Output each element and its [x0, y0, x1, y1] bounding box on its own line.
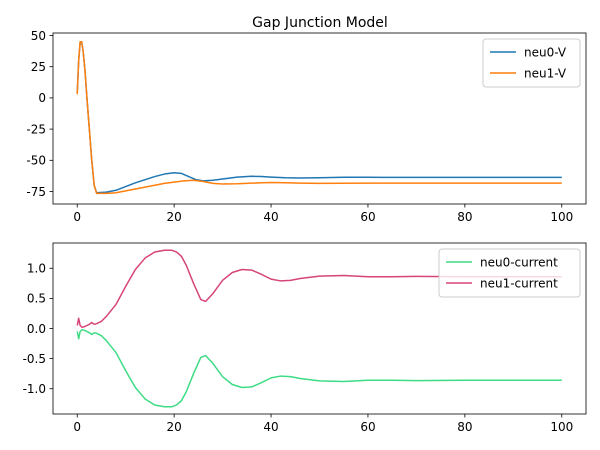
legend-box	[438, 248, 581, 298]
legend-label: neu0-current	[480, 255, 558, 269]
series-line-neu1-v	[76, 40, 562, 195]
x-tick-label: 60	[360, 420, 375, 434]
series-group	[76, 40, 562, 195]
y-tick-label: 0.0	[27, 322, 46, 336]
x-tick-label: 20	[166, 210, 181, 224]
series-line-neu0-current	[76, 328, 562, 408]
series-group	[76, 249, 562, 408]
series-line-neu1-current	[76, 249, 562, 329]
legend-label: neu0-V	[524, 45, 567, 59]
y-tick-label: -75	[26, 185, 46, 199]
y-tick-label: 1.0	[27, 262, 46, 276]
x-tick-label: 0	[73, 210, 81, 224]
legend-label: neu1-V	[524, 66, 567, 80]
y-tick-label: 0	[38, 91, 46, 105]
y-tick-label: -25	[26, 122, 46, 136]
x-tick-label: 80	[457, 420, 472, 434]
y-tick-label: 25	[31, 60, 46, 74]
x-tick-label: 80	[457, 210, 472, 224]
top-plot: 0 20 40 60 80 100 50 25 0 -25 -50 -75 neu0-V neu1-V	[26, 29, 587, 224]
chart-title: Gap Junction Model	[252, 15, 388, 31]
legend: neu0-current neu1-current	[438, 248, 581, 298]
x-tick-label: 60	[360, 210, 375, 224]
legend-label: neu1-current	[480, 276, 558, 290]
bottom-plot: 0 20 40 60 80 100 1.0 0.5 0.0 -0.5 -1.0 neu0-curren…	[23, 242, 587, 434]
x-tick-label: 20	[166, 420, 181, 434]
y-tick-label: 0.5	[27, 292, 46, 306]
x-tick-label: 40	[263, 420, 278, 434]
x-tick-label: 100	[550, 210, 573, 224]
legend: neu0-V neu1-V	[482, 38, 581, 88]
legend-box	[482, 38, 581, 88]
y-tick-label: -50	[26, 154, 46, 168]
axes-frame	[52, 32, 587, 205]
x-tick-label: 100	[550, 420, 573, 434]
y-tick-label: -0.5	[23, 352, 46, 366]
x-tick-label: 40	[263, 210, 278, 224]
y-tick-label: 50	[31, 29, 46, 43]
x-tick-label: 0	[73, 420, 81, 434]
y-tick-label: -1.0	[23, 382, 46, 396]
